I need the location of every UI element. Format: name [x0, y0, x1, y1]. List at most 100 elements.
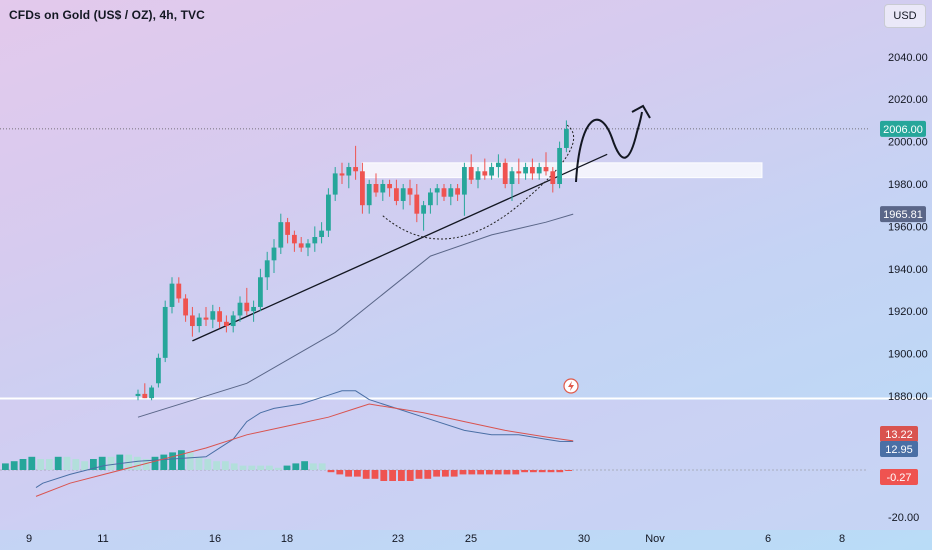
macd-histogram-bar — [521, 470, 528, 473]
trendline — [192, 153, 608, 342]
candle-body — [353, 167, 358, 172]
candle-body — [496, 162, 501, 168]
macd-histogram-bar — [72, 459, 80, 470]
candle-body — [462, 167, 467, 195]
macd-histogram-bar — [310, 463, 317, 470]
candle-body — [183, 298, 188, 316]
macd-histogram-bar — [160, 454, 168, 470]
candle-body — [564, 128, 569, 148]
candle-body — [305, 243, 311, 248]
macd-histogram-bar — [37, 459, 44, 470]
candle-body — [190, 315, 195, 327]
projection-arrow-head — [631, 104, 651, 119]
macd-histogram-bar — [301, 461, 308, 470]
currency-button[interactable]: USD — [884, 4, 926, 28]
macd-label-box — [880, 469, 918, 485]
candle-body — [536, 167, 542, 174]
macd-label: 13.22 — [885, 429, 913, 441]
page-title: CFDs on Gold (US$ / OZ), 4h, TVC — [9, 8, 205, 22]
macd-label-box — [880, 441, 918, 457]
candle-body — [455, 188, 460, 195]
macd-y-tick-label: -20.00 — [888, 512, 919, 524]
macd-histogram-bar — [195, 456, 203, 470]
macd-histogram-bar — [362, 470, 370, 479]
y-tick-label: 1940.00 — [888, 264, 928, 276]
macd-histogram-bar — [459, 470, 467, 475]
y-tick-label: 2000.00 — [888, 137, 928, 149]
x-tick-label: 16 — [209, 533, 221, 545]
candle-body — [509, 171, 515, 184]
candle-body — [326, 194, 331, 231]
candle-body — [482, 171, 488, 176]
macd-histogram-bar — [433, 470, 440, 477]
macd-histogram-bar — [107, 456, 115, 470]
x-tick-label: 23 — [392, 533, 404, 545]
macd-histogram-bar — [486, 470, 493, 475]
macd-histogram-bar — [556, 470, 564, 473]
macd-histogram-bar — [248, 465, 256, 470]
candle-body — [203, 317, 209, 320]
y-tick-label: 1960.00 — [888, 221, 928, 233]
candle-body — [292, 234, 297, 244]
macd-histogram-bar — [565, 470, 572, 471]
x-tick-label: 18 — [281, 533, 293, 545]
x-tick-label: 9 — [26, 533, 32, 545]
candle-body — [550, 171, 556, 184]
candle-body — [428, 192, 433, 206]
macd-histogram-bar — [134, 456, 141, 470]
price-label: 1965.81 — [883, 209, 923, 221]
candle-body — [169, 283, 175, 307]
macd-histogram-bar — [512, 470, 520, 475]
macd-histogram-bar — [547, 470, 555, 473]
macd-histogram-bar — [292, 463, 300, 470]
candle-body — [373, 184, 379, 193]
candle-body — [346, 167, 352, 176]
macd-histogram-bar — [2, 463, 9, 470]
candle-body — [156, 357, 161, 384]
candle-body — [278, 222, 284, 248]
macd-histogram-bar — [477, 470, 484, 475]
macd-histogram-bar — [213, 461, 220, 470]
candle-body — [387, 184, 392, 189]
macd-histogram-bar — [63, 456, 71, 470]
macd-histogram-bar — [142, 459, 150, 470]
y-tick-label: 2020.00 — [888, 94, 928, 106]
macd-histogram-bar — [46, 459, 53, 470]
macd-histogram-bar — [90, 459, 97, 470]
x-tick-label: 6 — [765, 533, 771, 545]
y-tick-label: 1980.00 — [888, 179, 928, 191]
macd-histogram-bar — [81, 461, 88, 470]
macd-histogram-bar — [239, 465, 247, 470]
candle-body — [407, 188, 413, 195]
macd-histogram-bar — [257, 465, 264, 470]
candle-body — [210, 311, 216, 320]
projection-path — [575, 111, 643, 183]
x-tick-label: 30 — [578, 533, 590, 545]
macd-histogram-bar — [98, 456, 106, 470]
cup-curve — [382, 124, 575, 240]
price-label-box — [880, 206, 926, 223]
candle-body — [251, 306, 256, 312]
macd-histogram-bar — [54, 456, 62, 470]
macd-histogram-bar — [468, 470, 476, 475]
candle-body — [448, 188, 454, 197]
candle-body — [339, 173, 345, 176]
macd-histogram-bar — [116, 454, 124, 470]
macd-label: -0.27 — [886, 472, 911, 484]
candle-body — [149, 387, 154, 399]
x-tick-label: 25 — [465, 533, 477, 545]
macd-histogram-bar — [28, 456, 36, 470]
macd-histogram-bar — [494, 470, 502, 475]
candle-body — [135, 393, 141, 396]
candle-body — [530, 167, 535, 174]
macd-histogram-bar — [10, 461, 18, 470]
macd-histogram-bar — [389, 470, 396, 481]
candle-body — [196, 317, 202, 327]
macd-histogram-bar — [230, 463, 238, 470]
macd-histogram-bar — [169, 452, 176, 470]
candle-body — [271, 247, 277, 261]
macd-histogram-bar — [178, 450, 185, 470]
candle-body — [224, 321, 229, 327]
signal-line — [35, 403, 574, 497]
